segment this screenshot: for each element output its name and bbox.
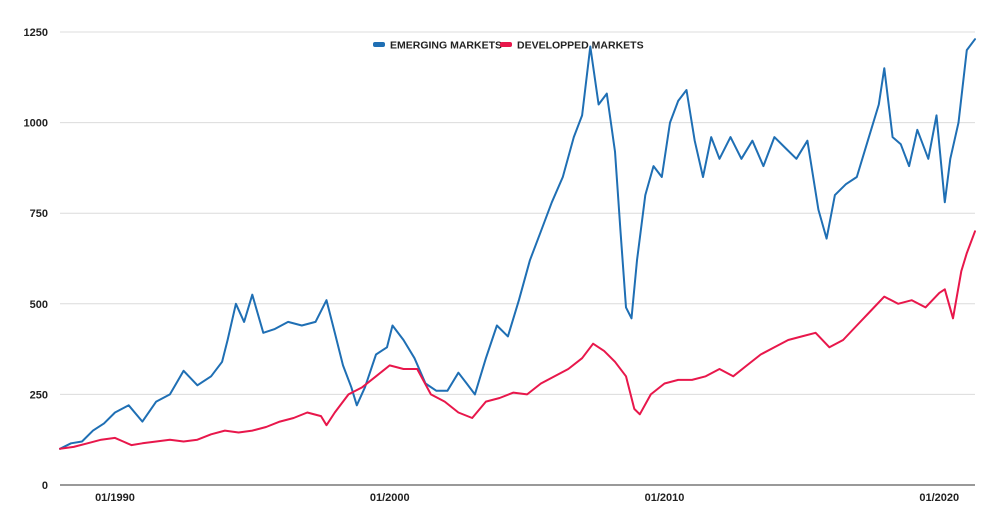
y-tick-label: 1250 <box>24 27 48 39</box>
legend-swatch-emerging-markets <box>373 42 385 47</box>
x-tick-label: 01/2000 <box>370 492 410 504</box>
y-tick-label: 250 <box>30 389 48 401</box>
legend-label-emerging-markets: EMERGING MARKETS <box>390 40 502 52</box>
legend-label-developped-markets: DEVELOPPED MARKETS <box>517 40 644 52</box>
x-tick-label: 01/2010 <box>645 492 685 504</box>
x-tick-label: 01/2020 <box>919 492 959 504</box>
y-tick-label: 500 <box>30 299 48 311</box>
y-tick-label: 0 <box>42 480 48 492</box>
y-tick-label: 1000 <box>24 118 48 130</box>
legend-swatch-developped-markets <box>500 42 512 47</box>
x-tick-label: 01/1990 <box>95 492 135 504</box>
series-line-emerging-markets <box>59 38 976 450</box>
series-line-developped-markets <box>59 230 976 450</box>
y-tick-label: 750 <box>30 208 48 220</box>
